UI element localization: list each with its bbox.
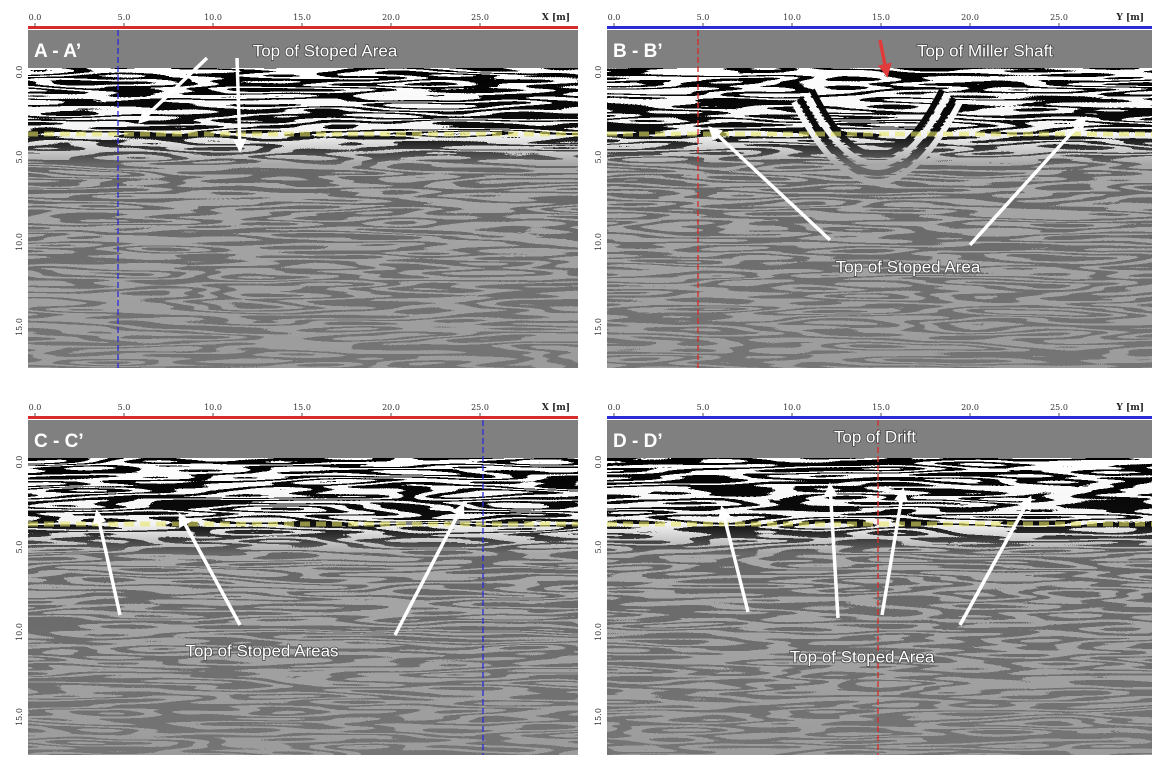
- y-tick-label: 15.0: [15, 318, 24, 336]
- x-tick-label: 5.0: [118, 403, 131, 412]
- x-tick-label: 15.0: [872, 13, 890, 22]
- axis-label: Y [m]: [1115, 13, 1144, 23]
- x-tick-label: 10.0: [204, 403, 222, 412]
- arrow: [137, 56, 209, 124]
- y-tick-label: 10.0: [15, 233, 24, 251]
- axis-label: X [m]: [542, 13, 570, 23]
- x-tick-label: 10.0: [204, 13, 222, 22]
- y-tick-label: 5.0: [15, 541, 24, 554]
- annotation: Top of Stoped Area: [790, 647, 935, 666]
- ruler: [607, 26, 1152, 29]
- x-tick-label: 0.0: [608, 13, 621, 22]
- y-tick-label: 5.0: [594, 151, 603, 164]
- y-tick-label: 10.0: [594, 233, 603, 251]
- arrow: [232, 57, 247, 153]
- arrow: [958, 495, 1032, 626]
- fade: [607, 68, 1152, 368]
- arrow: [823, 482, 840, 619]
- x-tick-label: 0.0: [29, 13, 42, 22]
- y-tick-label: 15.0: [594, 708, 603, 726]
- annotation: Top of Stoped Areas: [185, 641, 338, 660]
- y-tick-label: 0.0: [15, 66, 24, 79]
- header-band: [607, 420, 1152, 458]
- y-tick-label: 0.0: [594, 66, 603, 79]
- x-tick-label: 5.0: [697, 13, 710, 22]
- arrow: [178, 512, 242, 626]
- arrow: [393, 502, 465, 636]
- y-tick-label: 10.0: [594, 623, 603, 641]
- x-tick-label: 15.0: [293, 403, 311, 412]
- fade: [607, 458, 1152, 755]
- arrow: [717, 505, 750, 613]
- x-tick-label: 0.0: [29, 403, 42, 412]
- radargram: [28, 458, 578, 755]
- x-tick-label: 20.0: [382, 13, 400, 22]
- annotation: Top of Miller Shaft: [917, 41, 1053, 60]
- x-tick-label: 5.0: [697, 403, 710, 412]
- x-tick-label: 25.0: [471, 13, 489, 22]
- x-tick-label: 20.0: [382, 403, 400, 412]
- arrow: [880, 487, 909, 616]
- panel: 0.0 5.0 10.0 15.0 20.0 25.0 X [m] 0.0 5.0 10.0 15.…: [15, 403, 578, 755]
- axis-label: Y [m]: [1115, 403, 1144, 413]
- panel-label: C - C’: [34, 431, 84, 452]
- x-tick-label: 25.0: [471, 403, 489, 412]
- arrow: [877, 39, 892, 78]
- panel: 0.0 5.0 10.0 15.0 20.0 25.0 Y [m] 0.0 5.0 10.0 15.…: [594, 13, 1152, 368]
- ruler: [28, 26, 578, 29]
- y-tick-label: 15.0: [15, 708, 24, 726]
- radargram: [607, 458, 1152, 755]
- ruler: [607, 416, 1152, 419]
- y-tick-label: 0.0: [15, 456, 24, 469]
- panel-label: B - B’: [613, 41, 663, 62]
- x-tick-label: 20.0: [961, 403, 979, 412]
- panel-label: D - D’: [613, 431, 663, 452]
- ruler: [28, 416, 578, 419]
- y-tick-label: 5.0: [15, 151, 24, 164]
- x-tick-label: 25.0: [1050, 403, 1068, 412]
- x-tick-label: 20.0: [961, 13, 979, 22]
- annotation: Top of Drift: [834, 427, 916, 446]
- y-tick-label: 5.0: [594, 541, 603, 554]
- x-tick-label: 25.0: [1050, 13, 1068, 22]
- fade: [28, 68, 578, 368]
- x-tick-label: 15.0: [872, 403, 890, 412]
- x-tick-label: 0.0: [608, 403, 621, 412]
- fade: [28, 458, 578, 755]
- x-tick-label: 5.0: [118, 13, 131, 22]
- annotation: Top of Stoped Area: [253, 41, 398, 60]
- arrow: [92, 509, 122, 616]
- y-tick-label: 0.0: [594, 456, 603, 469]
- header-band: [28, 420, 578, 458]
- header-band: [28, 30, 578, 68]
- y-tick-label: 10.0: [15, 623, 24, 641]
- panel: 0.0 5.0 10.0 15.0 20.0 25.0 Y [m] 0.0 5.0 10.0 15.…: [594, 403, 1152, 755]
- panel: 0.0 5.0 10.0 15.0 20.0 25.0 X [m] 0.0 5.0 10.0 15.…: [15, 13, 578, 368]
- x-tick-label: 15.0: [293, 13, 311, 22]
- y-tick-label: 15.0: [594, 318, 603, 336]
- radargram: [607, 68, 1152, 368]
- x-tick-label: 10.0: [783, 403, 801, 412]
- panel-label: A - A’: [34, 41, 81, 62]
- annotation: Top of Stoped Area: [836, 257, 981, 276]
- header-band: [607, 30, 1152, 68]
- arrow: [707, 126, 832, 242]
- radargram: [28, 68, 578, 368]
- x-tick-label: 10.0: [783, 13, 801, 22]
- arrow: [968, 115, 1087, 247]
- axis-label: X [m]: [542, 403, 570, 413]
